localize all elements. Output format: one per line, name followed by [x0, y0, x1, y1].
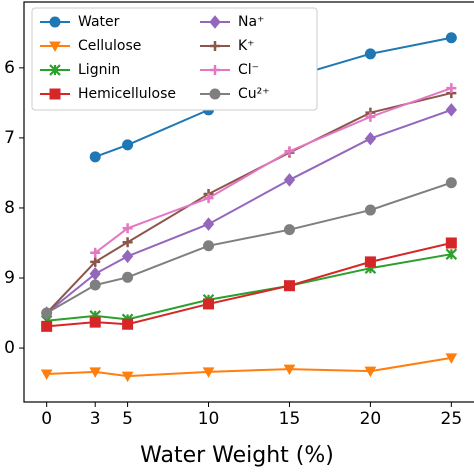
marker	[122, 223, 133, 234]
marker	[446, 83, 457, 94]
y-tick-label: 8	[4, 198, 15, 218]
marker	[445, 353, 458, 364]
marker	[364, 48, 376, 60]
marker	[364, 256, 376, 268]
legend-label: Cu²⁺	[238, 86, 270, 102]
legend-label: Cl⁻	[238, 62, 259, 78]
marker	[445, 177, 457, 189]
marker	[40, 369, 53, 381]
x-axis-label: Water Weight (%)	[140, 443, 334, 468]
x-tick-label: 5	[122, 409, 133, 429]
legend-label: Lignin	[78, 62, 120, 78]
marker	[283, 224, 295, 236]
legend-label: Hemicellulose	[78, 86, 176, 102]
x-tick-label: 10	[198, 409, 220, 429]
marker	[41, 307, 53, 319]
marker	[122, 318, 134, 330]
y-tick-label: 9	[4, 268, 15, 288]
y-tick-label: 7	[4, 128, 15, 148]
marker	[49, 41, 61, 53]
x-tick-label: 0	[41, 409, 52, 429]
marker	[364, 131, 377, 146]
marker	[122, 139, 134, 151]
marker	[283, 280, 295, 292]
marker	[445, 103, 457, 117]
marker	[209, 88, 221, 100]
marker	[203, 240, 215, 252]
marker	[283, 173, 296, 187]
marker	[209, 15, 221, 29]
marker	[203, 193, 214, 204]
x-tick-label: 20	[360, 409, 382, 429]
y-tick-label: 6	[4, 58, 15, 78]
x-tick-label: 15	[279, 409, 301, 429]
marker	[203, 298, 215, 310]
marker	[210, 41, 220, 51]
marker	[90, 247, 101, 258]
series-line	[46, 356, 452, 378]
marker	[89, 367, 102, 378]
marker	[49, 64, 61, 76]
marker	[89, 279, 101, 291]
series-line	[94, 87, 452, 254]
marker	[202, 217, 215, 231]
legend: Water Cellulose Lignin Hemicellulose Na⁺ K⁺ Cl…	[31, 7, 318, 111]
x-tick-label: 3	[90, 409, 101, 429]
marker	[445, 32, 457, 44]
marker	[364, 204, 376, 216]
marker	[89, 316, 101, 328]
marker	[121, 371, 134, 383]
legend-label: K⁺	[238, 38, 255, 54]
marker	[41, 320, 53, 332]
marker	[364, 366, 377, 378]
marker	[445, 248, 458, 260]
legend-label: Cellulose	[78, 38, 141, 54]
marker	[90, 256, 101, 267]
marker	[122, 271, 134, 283]
marker	[283, 364, 296, 376]
y-tick-label: 0	[4, 338, 15, 358]
plot-frame	[23, 1, 474, 403]
legend-label: Water	[78, 14, 120, 30]
marker	[122, 237, 133, 248]
series-line	[46, 253, 452, 322]
x-tick-label: 25	[441, 409, 463, 429]
marker	[365, 111, 376, 122]
marker	[89, 267, 101, 281]
marker	[202, 367, 215, 378]
marker	[284, 146, 295, 157]
marker	[49, 88, 61, 100]
marker	[210, 65, 220, 75]
marker	[49, 16, 61, 28]
marker	[445, 237, 457, 249]
marker	[89, 151, 101, 163]
legend-label: Na⁺	[238, 14, 264, 30]
legend-box	[31, 7, 318, 111]
marker	[121, 249, 134, 264]
